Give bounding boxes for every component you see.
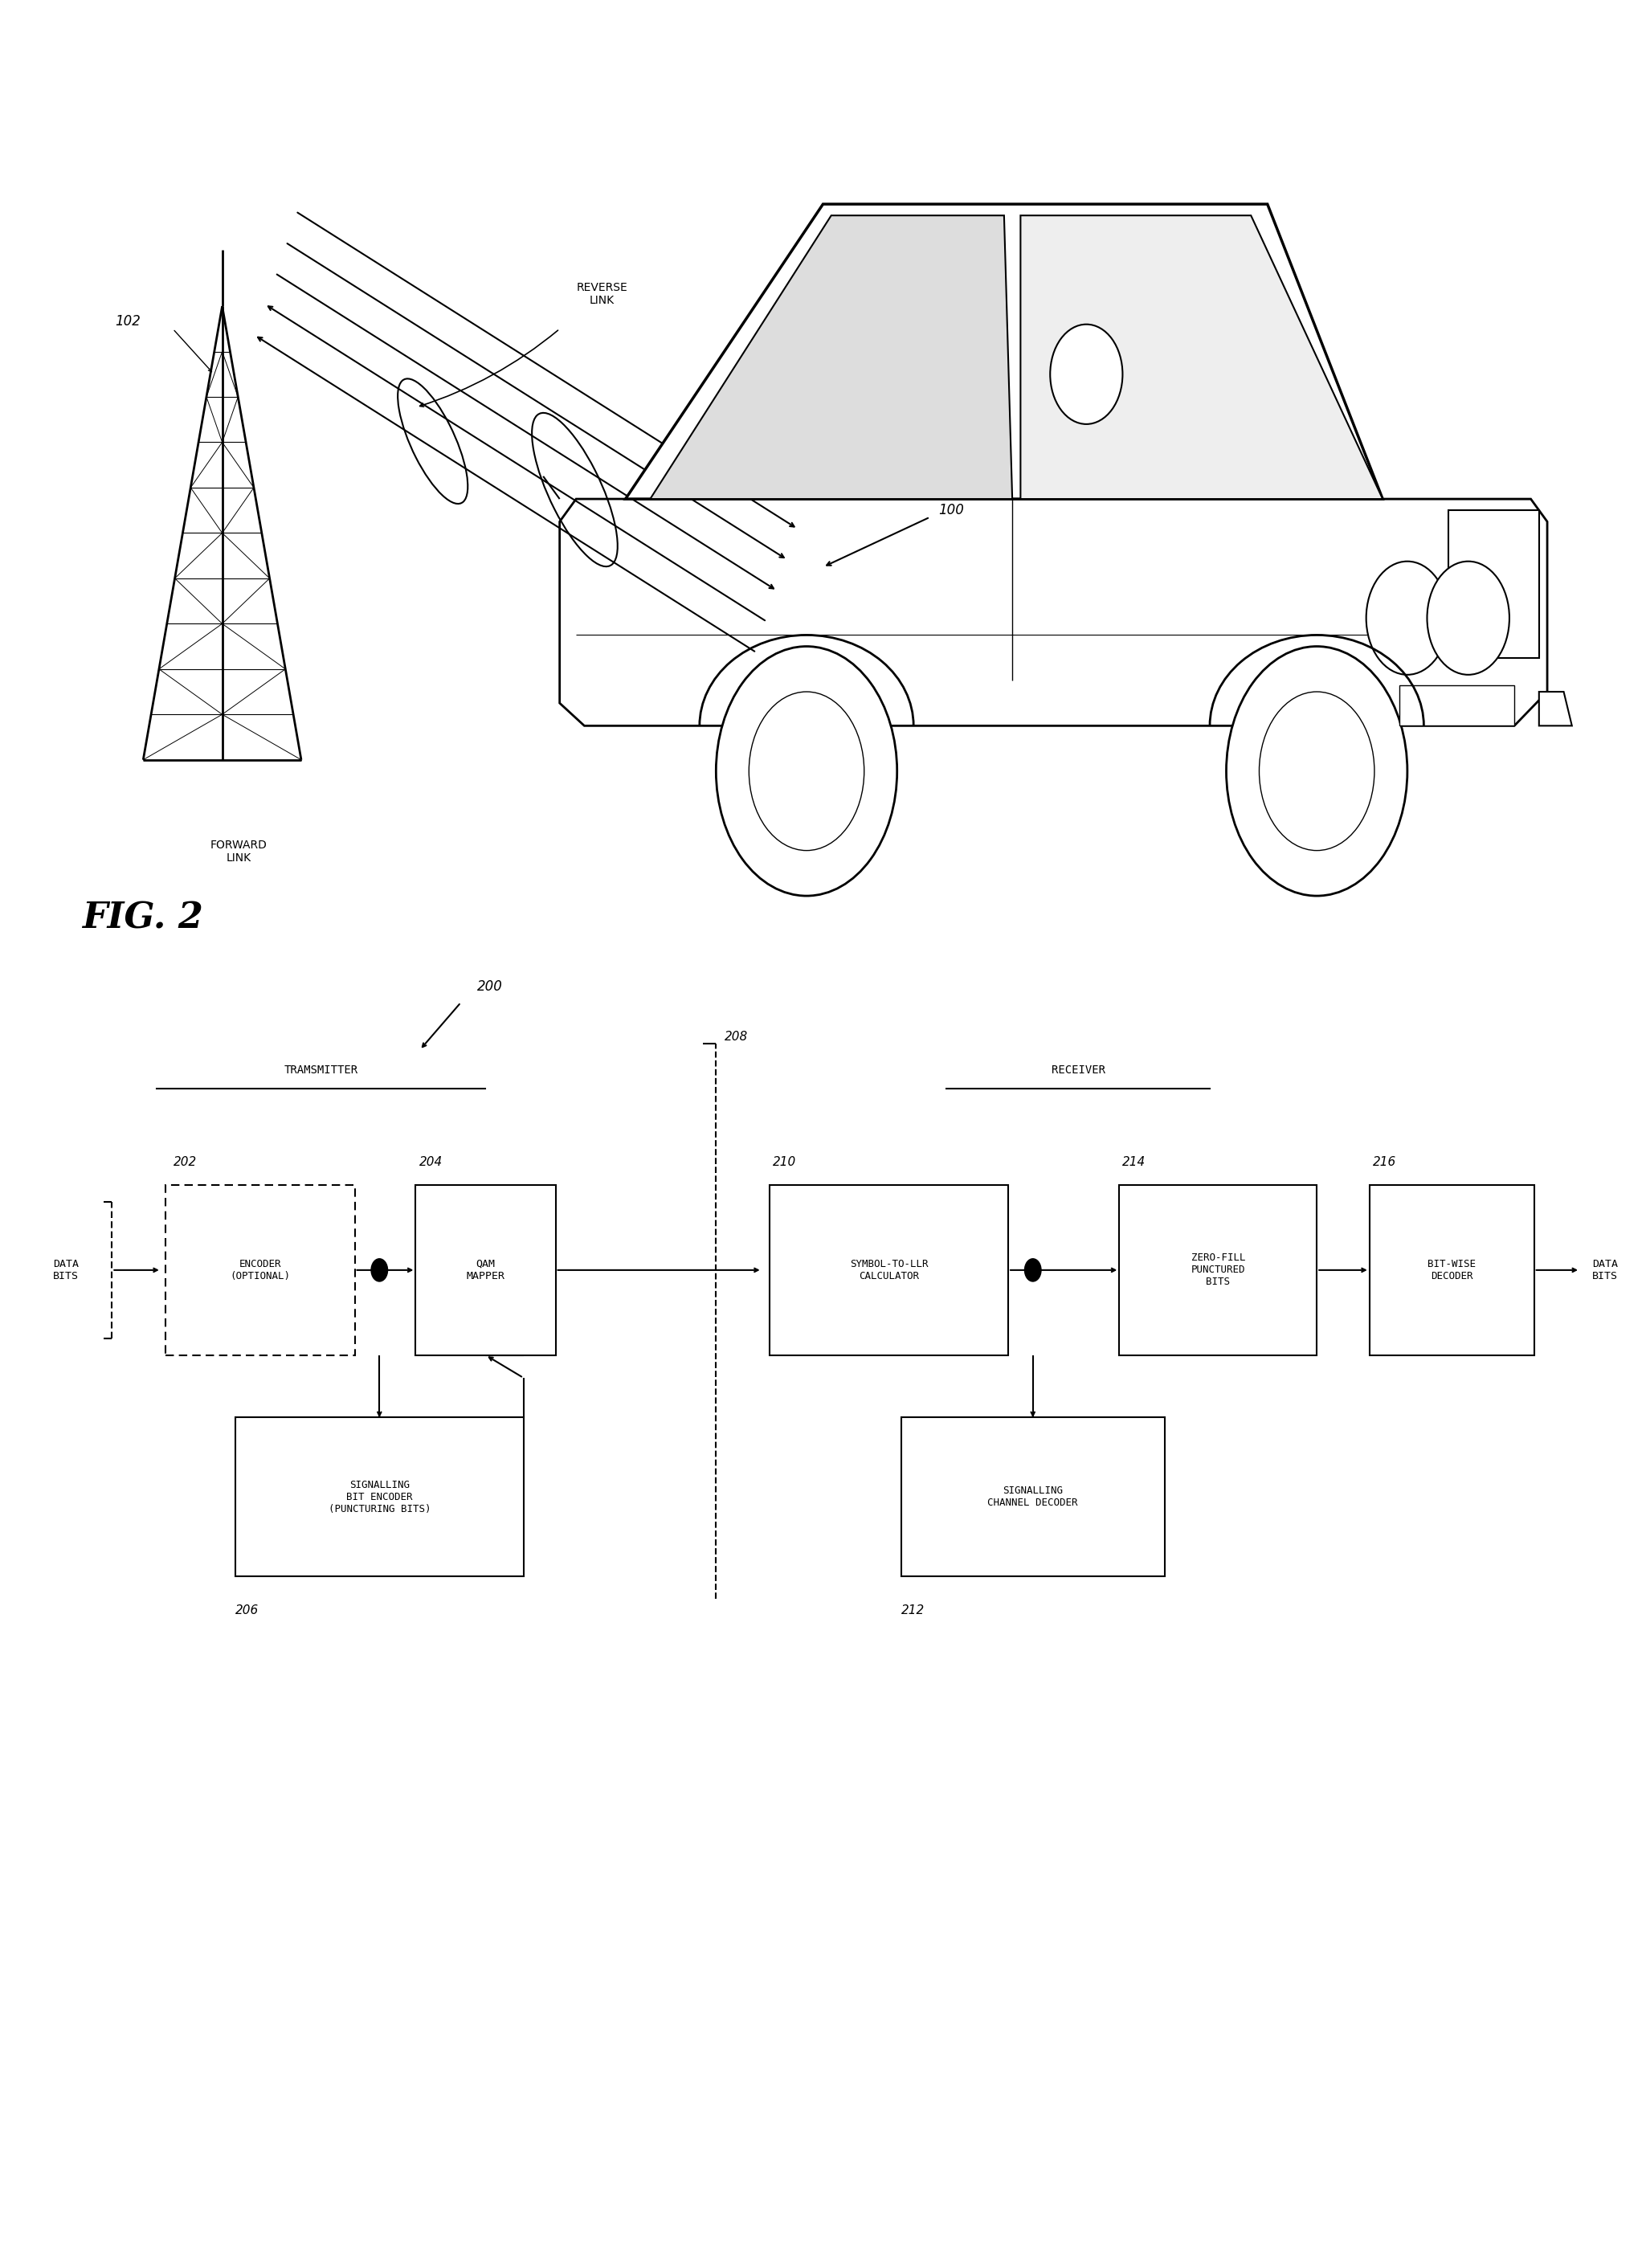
Polygon shape	[560, 499, 1547, 726]
Text: ZERO-FILL
PUNCTURED
BITS: ZERO-FILL PUNCTURED BITS	[1192, 1252, 1244, 1288]
Bar	[770, 1184, 1007, 1354]
Text: 202: 202	[174, 1157, 198, 1168]
Bar	[902, 1418, 1165, 1576]
Text: QAM
MAPPER: QAM MAPPER	[466, 1259, 505, 1281]
Bar	[1448, 510, 1539, 658]
Circle shape	[1025, 1259, 1042, 1281]
Circle shape	[1050, 324, 1123, 424]
Text: FIG. 2: FIG. 2	[82, 900, 204, 937]
Circle shape	[1366, 562, 1448, 676]
Text: 100: 100	[938, 503, 965, 517]
Text: DATA
BITS: DATA BITS	[53, 1259, 79, 1281]
Text: DATA
BITS: DATA BITS	[1592, 1259, 1618, 1281]
Text: SIGNALLING
CHANNEL DECODER: SIGNALLING CHANNEL DECODER	[988, 1486, 1078, 1508]
Circle shape	[716, 646, 897, 896]
Bar	[1119, 1184, 1317, 1354]
Bar	[1369, 1184, 1534, 1354]
Text: BIT-WISE
DECODER: BIT-WISE DECODER	[1427, 1259, 1476, 1281]
Text: 204: 204	[418, 1157, 443, 1168]
Text: 104: 104	[856, 345, 882, 358]
Text: 208: 208	[724, 1030, 747, 1043]
Text: SYMBOL-TO-LLR
CALCULATOR: SYMBOL-TO-LLR CALCULATOR	[849, 1259, 928, 1281]
Bar	[235, 1418, 523, 1576]
Polygon shape	[625, 204, 1383, 499]
Text: 216: 216	[1373, 1157, 1396, 1168]
Circle shape	[1427, 562, 1509, 676]
Text: 206: 206	[235, 1603, 258, 1617]
Text: REVERSE
LINK: REVERSE LINK	[576, 281, 627, 306]
Text: ENCODER
(OPTIONAL): ENCODER (OPTIONAL)	[230, 1259, 290, 1281]
Circle shape	[749, 692, 864, 850]
Bar	[416, 1184, 556, 1354]
Polygon shape	[1539, 692, 1572, 726]
Text: FIG. 1: FIG. 1	[1037, 277, 1159, 313]
Text: TRAMSMITTER: TRAMSMITTER	[285, 1066, 357, 1075]
Text: FORWARD
LINK: FORWARD LINK	[211, 839, 267, 864]
Polygon shape	[650, 215, 1012, 499]
Text: SIGNALLING
BIT ENCODER
(PUNCTURING BITS): SIGNALLING BIT ENCODER (PUNCTURING BITS)	[328, 1479, 431, 1515]
Circle shape	[1259, 692, 1374, 850]
Text: RECEIVER: RECEIVER	[1052, 1066, 1104, 1075]
Bar	[166, 1184, 356, 1354]
Text: 200: 200	[477, 980, 504, 993]
Bar	[1399, 685, 1514, 726]
Circle shape	[1226, 646, 1407, 896]
Circle shape	[370, 1259, 388, 1281]
Polygon shape	[1021, 215, 1383, 499]
Text: 214: 214	[1123, 1157, 1146, 1168]
Text: 210: 210	[774, 1157, 797, 1168]
Text: 212: 212	[902, 1603, 925, 1617]
Text: 102: 102	[115, 315, 142, 329]
